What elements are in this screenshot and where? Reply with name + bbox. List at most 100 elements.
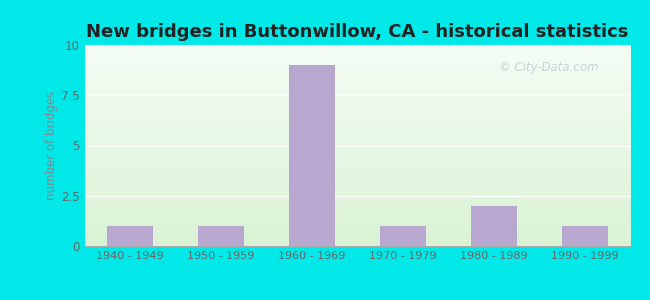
Bar: [84, 94, 630, 96]
Bar: [84, 237, 630, 238]
Bar: [84, 171, 630, 172]
Bar: [84, 64, 630, 65]
Bar: [84, 72, 630, 73]
Bar: [84, 147, 630, 148]
Bar: [84, 62, 630, 64]
Bar: [84, 155, 630, 156]
Bar: [84, 202, 630, 203]
Bar: [84, 222, 630, 223]
Bar: [84, 190, 630, 191]
Bar: [84, 166, 630, 167]
Bar: [84, 178, 630, 179]
Bar: [84, 128, 630, 129]
Bar: [84, 119, 630, 120]
Bar: [84, 160, 630, 162]
Bar: [84, 164, 630, 166]
Bar: [471, 206, 517, 246]
Bar: [84, 195, 630, 196]
Title: New bridges in Buttonwillow, CA - historical statistics: New bridges in Buttonwillow, CA - histor…: [86, 23, 629, 41]
Bar: [84, 205, 630, 206]
Bar: [84, 159, 630, 160]
Bar: [84, 66, 630, 68]
Bar: [84, 81, 630, 83]
Bar: [84, 52, 630, 53]
Bar: [84, 65, 630, 66]
Bar: [84, 241, 630, 242]
Bar: [84, 243, 630, 245]
Bar: [84, 149, 630, 151]
Bar: [84, 182, 630, 183]
Bar: [84, 174, 630, 175]
Bar: [84, 104, 630, 105]
Bar: [84, 235, 630, 237]
Bar: [84, 109, 630, 111]
Bar: [84, 61, 630, 62]
Bar: [84, 146, 630, 147]
Bar: [84, 203, 630, 205]
Bar: [84, 180, 630, 182]
Bar: [84, 85, 630, 86]
Bar: [84, 200, 630, 202]
Bar: [84, 122, 630, 123]
Bar: [84, 148, 630, 149]
Bar: [84, 56, 630, 57]
Bar: [84, 154, 630, 155]
Bar: [84, 142, 630, 143]
Bar: [562, 226, 608, 246]
Bar: [84, 151, 630, 152]
Bar: [84, 103, 630, 104]
Bar: [84, 99, 630, 100]
Bar: [84, 115, 630, 116]
Bar: [84, 96, 630, 97]
Bar: [84, 218, 630, 219]
Bar: [84, 188, 630, 190]
Bar: [84, 106, 630, 108]
Bar: [84, 54, 630, 56]
Bar: [84, 49, 630, 50]
Bar: [84, 212, 630, 214]
Bar: [84, 92, 630, 93]
Bar: [84, 60, 630, 61]
Bar: [84, 127, 630, 128]
Bar: [84, 172, 630, 174]
Bar: [84, 70, 630, 72]
Bar: [84, 113, 630, 115]
Bar: [84, 206, 630, 207]
Bar: [84, 231, 630, 232]
Bar: [84, 242, 630, 243]
Bar: [84, 169, 630, 171]
Bar: [84, 48, 630, 49]
Bar: [84, 69, 630, 70]
Bar: [84, 162, 630, 163]
Bar: [84, 176, 630, 178]
Bar: [84, 45, 630, 46]
Bar: [84, 88, 630, 89]
Bar: [198, 226, 244, 246]
Bar: [84, 86, 630, 88]
Bar: [84, 46, 630, 48]
Bar: [84, 156, 630, 158]
Bar: [84, 57, 630, 58]
Bar: [84, 211, 630, 212]
Bar: [84, 89, 630, 91]
Bar: [84, 77, 630, 79]
Bar: [84, 74, 630, 76]
Bar: [84, 134, 630, 135]
Bar: [84, 137, 630, 139]
Bar: [84, 97, 630, 99]
Bar: [84, 117, 630, 119]
Bar: [84, 184, 630, 186]
Bar: [84, 79, 630, 80]
Bar: [84, 158, 630, 159]
Bar: [84, 167, 630, 168]
Bar: [84, 135, 630, 136]
Bar: [84, 105, 630, 106]
Bar: [107, 226, 153, 246]
Bar: [84, 223, 630, 225]
Bar: [84, 76, 630, 77]
Bar: [84, 125, 630, 127]
Bar: [84, 131, 630, 132]
Bar: [84, 163, 630, 164]
Bar: [84, 175, 630, 176]
Bar: [84, 111, 630, 112]
